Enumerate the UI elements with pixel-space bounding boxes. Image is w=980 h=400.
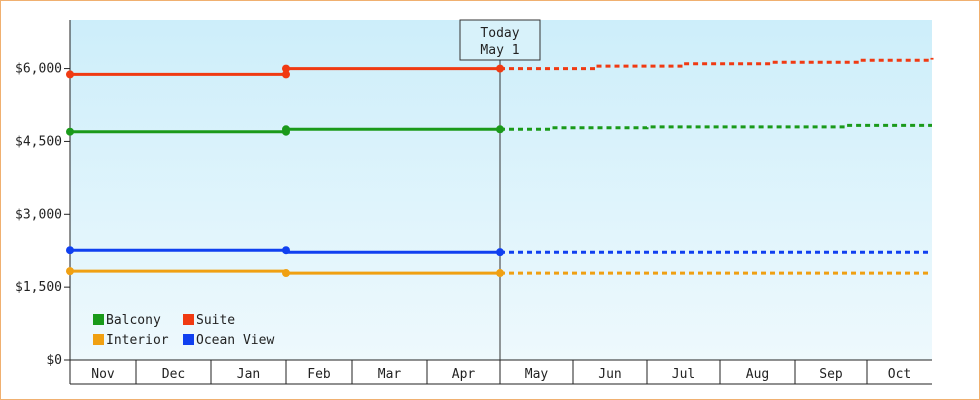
plot-area [70, 20, 932, 360]
y-tick-label: $3,000 [15, 207, 62, 222]
x-tick-label: Oct [888, 367, 911, 382]
legend-swatch [93, 334, 104, 345]
y-tick-label: $4,500 [15, 134, 62, 149]
y-tick-label: $0 [46, 353, 62, 368]
x-tick-label: Dec [162, 367, 185, 382]
x-tick-label: Nov [91, 367, 115, 382]
legend-label: Ocean View [196, 333, 274, 348]
balcony-point [496, 125, 504, 134]
interior-point [66, 267, 74, 276]
legend-swatch [93, 314, 104, 325]
today-box [459, 19, 541, 61]
legend-swatch [183, 314, 194, 325]
suite-point [496, 64, 504, 73]
suite-point [66, 70, 74, 79]
x-tick-label: Mar [378, 367, 402, 382]
today-label: May 1 [480, 43, 519, 58]
y-tick-label: $1,500 [15, 280, 62, 295]
x-tick-label: May [525, 367, 549, 382]
legend-label: Suite [196, 313, 235, 328]
suite-point [282, 70, 290, 79]
interior-point [496, 269, 504, 278]
legend-label: Balcony [106, 313, 161, 328]
x-tick-label: Feb [307, 367, 331, 382]
ocean-view-point [496, 248, 504, 257]
today-label: Today [480, 26, 519, 41]
suite-point [282, 64, 290, 73]
balcony-point [282, 125, 290, 134]
x-tick-label: Apr [452, 367, 476, 382]
interior-point [282, 269, 290, 278]
balcony-point [66, 127, 74, 136]
x-tick-label: Jan [237, 367, 260, 382]
x-tick-label: Aug [746, 367, 769, 382]
ocean-view-point [282, 246, 290, 255]
ocean-view-point [66, 246, 74, 255]
legend-swatch [183, 334, 194, 345]
x-tick-label: Sep [819, 367, 843, 382]
x-tick-label: Jun [598, 367, 621, 382]
balcony-forecast-line [500, 123, 932, 131]
x-tick-label: Jul [672, 367, 695, 382]
y-tick-label: $6,000 [15, 62, 62, 77]
legend-label: Interior [106, 333, 169, 348]
